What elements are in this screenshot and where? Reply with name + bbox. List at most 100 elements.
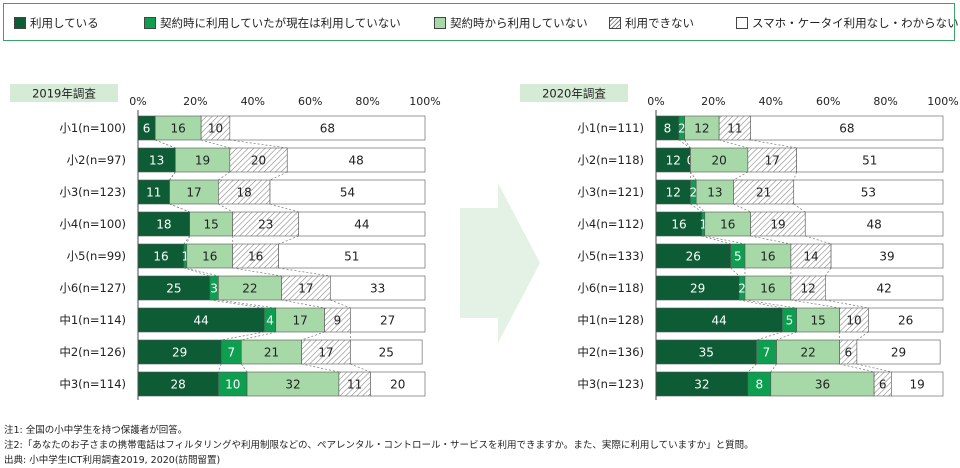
data-label: 39 [879, 250, 894, 264]
data-label: 54 [340, 186, 355, 200]
bar-segment [825, 275, 944, 301]
x-tick-label: 20% [183, 95, 207, 108]
arrow-right-icon [460, 183, 540, 347]
data-label: 53 [861, 186, 876, 200]
connector-line [201, 139, 230, 149]
data-label: 68 [839, 122, 854, 136]
bar-segment [830, 243, 944, 269]
data-label: 15 [811, 314, 826, 328]
data-label: 16 [760, 282, 775, 296]
connector-line [278, 235, 299, 245]
connector-line [739, 299, 783, 309]
connector-line [218, 203, 233, 213]
x-tick-label: 80% [873, 95, 897, 108]
data-label: 1 [700, 218, 708, 232]
bar-segment [733, 179, 795, 205]
legend-label: 契約時から利用していない [450, 16, 588, 30]
bar-segment [770, 371, 875, 397]
legend-swatch [14, 17, 26, 29]
legend: 利用している 契約時に利用していたが現在は利用していない 契約時から利用していない 利… [3, 3, 959, 41]
bar-segment [793, 179, 944, 205]
data-label: 1 [182, 250, 190, 264]
category-label: 小1(n=111) [577, 121, 644, 135]
connector-line [241, 331, 276, 341]
note-2: 注2:「あなたのお子さまの携帯電話はフィルタリングや利用制限などの、ペアレンタル… [4, 440, 754, 451]
bar-segment [655, 275, 740, 301]
legend-label: スマホ・ケータイ利用なし・わからない [752, 16, 959, 30]
data-label: 16 [171, 122, 186, 136]
data-label: 17 [293, 314, 308, 328]
x-tick-label: 40% [241, 95, 265, 108]
data-label: 4 [266, 314, 274, 328]
bar-segment [200, 115, 231, 141]
connector-line [183, 267, 210, 277]
connector-line [221, 331, 265, 341]
data-label: 2 [678, 122, 686, 136]
bar-segment [804, 211, 944, 237]
data-label: 21 [756, 186, 771, 200]
connector-line [155, 139, 176, 149]
bar-segment [856, 339, 941, 365]
bar-segment [350, 339, 423, 365]
bar-segment [286, 147, 426, 173]
bar-segment [218, 179, 271, 205]
data-label: 42 [877, 282, 892, 296]
x-tick-label: 100% [409, 95, 440, 108]
bar-segment [281, 275, 331, 301]
legend-swatch [144, 17, 156, 29]
data-label: 33 [370, 282, 385, 296]
category-label: 小6(n=127) [59, 281, 126, 295]
data-label: 44 [354, 218, 369, 232]
bar-segment [137, 307, 265, 333]
data-label: 17 [186, 186, 201, 200]
bar-segment [350, 307, 426, 333]
x-tick-label: 40% [759, 95, 783, 108]
connector-line [269, 203, 299, 213]
bar-segment [655, 371, 749, 397]
category-label: 中1(n=114) [59, 313, 126, 327]
legend-item: 利用できない [609, 16, 694, 30]
connector-line [756, 331, 783, 341]
data-label: 17 [765, 154, 780, 168]
data-label: 19 [195, 154, 210, 168]
bar-segment [796, 307, 840, 333]
data-label: 51 [862, 154, 877, 168]
bar-segment [868, 307, 944, 333]
data-label: 8 [664, 122, 672, 136]
data-label: 17 [318, 346, 333, 360]
connector-line [281, 299, 325, 309]
data-label: 5 [786, 314, 794, 328]
data-label: 28 [171, 378, 186, 392]
data-label: 10 [846, 314, 861, 328]
connector-line [744, 299, 797, 309]
data-label: 16 [153, 250, 168, 264]
data-label: 26 [898, 314, 913, 328]
data-label: 12 [800, 282, 815, 296]
category-label: 中1(n=128) [577, 313, 644, 327]
bar-segment [747, 147, 797, 173]
bar-segment [329, 275, 426, 301]
legend-label: 契約時に利用していたが現在は利用していない [160, 16, 401, 30]
legend-item: 契約時に利用していたが現在は利用していない [144, 16, 401, 30]
data-label: 15 [204, 218, 219, 232]
data-label: 32 [694, 378, 709, 392]
connector-line [790, 299, 840, 309]
data-label: 11 [146, 186, 161, 200]
connector-line [169, 171, 176, 181]
bar-segment [218, 275, 282, 301]
bar-segment [229, 115, 426, 141]
data-label: 13 [707, 186, 722, 200]
bar-segment [169, 179, 219, 205]
category-label: 中3(n=123) [577, 377, 644, 391]
connector-line [733, 203, 751, 213]
bar-segment [189, 211, 234, 237]
data-label: 20 [251, 154, 266, 168]
connector-line [776, 331, 797, 341]
data-label: 21 [264, 346, 279, 360]
data-label: 29 [891, 346, 906, 360]
data-label: 35 [699, 346, 714, 360]
bar-segment [695, 179, 734, 205]
bar-segment [750, 115, 944, 141]
category-label: 中2(n=126) [59, 345, 126, 359]
